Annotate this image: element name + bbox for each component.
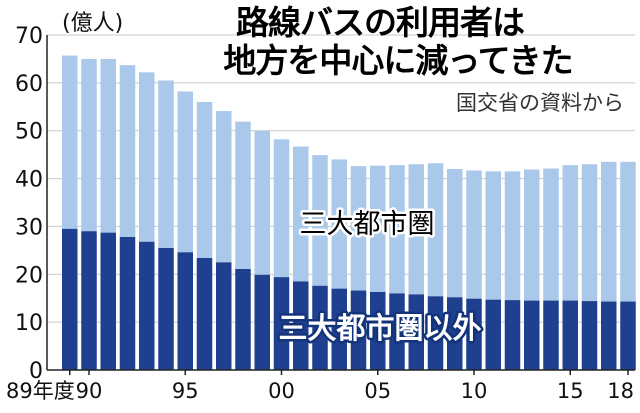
bar-urban — [81, 58, 97, 232]
bar-non-urban — [254, 274, 270, 370]
bar-non-urban — [119, 236, 136, 370]
series-label-urban: 三大都市圏 — [300, 209, 435, 240]
y-tick-label: 50 — [15, 120, 43, 145]
bar-non-urban — [543, 300, 559, 370]
y-tick-label: 40 — [15, 168, 43, 193]
bar-non-urban — [312, 285, 328, 370]
y-tick-label: 30 — [15, 215, 43, 240]
y-tick-labels: 0 10 20 30 40 50 60 70 — [15, 24, 43, 384]
bar-urban — [427, 163, 444, 297]
bar-non-urban — [562, 300, 578, 370]
source-note: 国交省の資料から — [456, 91, 624, 115]
axes — [46, 35, 635, 371]
bar-non-urban — [447, 297, 463, 370]
bar-urban — [581, 164, 598, 302]
bar-urban — [139, 72, 155, 242]
bar-urban — [235, 121, 251, 270]
chart-title-line-1: 路線バスの利用者は — [236, 3, 525, 42]
y-tick-label: 70 — [15, 24, 43, 49]
bar-urban — [504, 171, 521, 301]
bar-urban — [312, 155, 328, 286]
bar-urban — [293, 146, 309, 282]
series-label-non-urban: 三大都市圏以外 — [278, 311, 481, 345]
x-tick-label: 89年度 — [6, 379, 75, 403]
bar-urban — [350, 166, 367, 291]
x-tick-label: 05 — [364, 379, 391, 403]
bar-non-urban — [427, 296, 444, 370]
bar-urban — [562, 165, 578, 301]
bar-non-urban — [293, 281, 309, 370]
bar-non-urban — [177, 252, 193, 370]
bar-non-urban — [466, 298, 482, 370]
y-tick-label: 20 — [15, 263, 43, 288]
bar-non-urban — [216, 262, 232, 370]
y-tick-label: 0 — [29, 359, 43, 384]
x-tick-label: 95 — [172, 379, 199, 403]
bar-non-urban — [62, 228, 78, 370]
bar-non-urban — [485, 299, 501, 370]
x-tick-label: 00 — [268, 379, 295, 403]
bar-non-urban — [196, 258, 213, 370]
bar-urban — [408, 164, 424, 295]
bar-urban — [273, 139, 290, 278]
bar-urban — [177, 91, 193, 253]
bar-urban — [158, 80, 174, 248]
bar-urban — [447, 169, 463, 298]
bar-urban — [331, 159, 347, 289]
bar-non-urban — [601, 301, 617, 370]
bar-non-urban — [524, 300, 540, 370]
bar-urban — [196, 102, 213, 259]
bar-non-urban — [408, 294, 424, 370]
y-axis-unit-label: (億人) — [62, 11, 123, 36]
bar-non-urban — [504, 300, 521, 370]
bar-non-urban — [370, 291, 386, 370]
bar-urban — [62, 55, 78, 229]
bar-non-urban — [273, 277, 290, 370]
bar-non-urban — [81, 231, 97, 370]
x-tick-labels: 89年度 90 95 00 05 10 15 18 — [6, 370, 634, 403]
bar-urban — [466, 170, 482, 299]
bar-urban — [216, 111, 232, 263]
bar-urban — [119, 65, 136, 237]
y-tick-label: 10 — [15, 311, 43, 336]
bar-urban — [370, 165, 386, 292]
bar-non-urban — [235, 269, 251, 370]
bar-urban — [543, 168, 559, 301]
x-tick-label: 15 — [557, 379, 584, 403]
x-tick-label: 10 — [461, 379, 488, 403]
bar-urban — [100, 58, 116, 233]
bar-non-urban — [100, 232, 116, 370]
bar-urban — [601, 161, 617, 302]
bar-non-urban — [389, 293, 405, 370]
x-tick-label: 90 — [76, 379, 103, 403]
bar-non-urban — [139, 241, 155, 370]
bar-urban — [620, 161, 636, 302]
bar-non-urban — [581, 301, 598, 370]
bar-non-urban — [620, 301, 636, 370]
bar-urban — [485, 171, 501, 300]
bar-series — [62, 55, 636, 370]
x-tick-label: 18 — [607, 379, 634, 403]
bar-non-urban — [350, 290, 367, 370]
bar-urban — [254, 130, 270, 275]
bar-urban — [524, 169, 540, 301]
bar-non-urban — [158, 247, 174, 370]
chart-title-line-2: 地方を中心に減ってきた — [223, 41, 572, 80]
bar-urban — [389, 165, 405, 294]
y-tick-label: 60 — [15, 72, 43, 97]
bar-non-urban — [331, 288, 347, 370]
